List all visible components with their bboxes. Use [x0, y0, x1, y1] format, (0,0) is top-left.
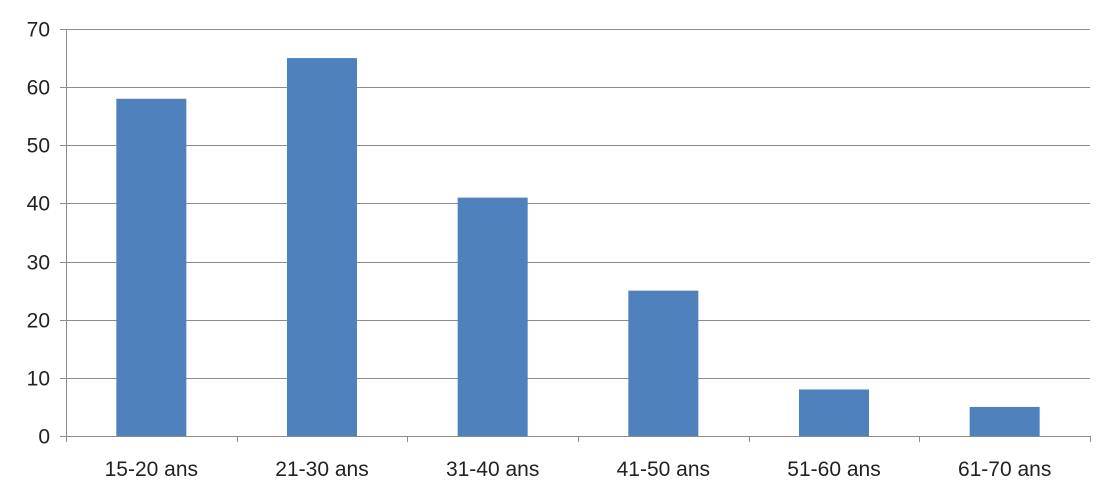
bar-6: [969, 406, 1040, 436]
y-tick-label: 70: [27, 19, 50, 42]
y-tick-label: 40: [27, 193, 50, 216]
bar-5: [799, 389, 869, 436]
bar-1: [116, 98, 187, 437]
y-tick-label: 10: [27, 368, 50, 391]
bars: [116, 58, 1040, 437]
y-tick-label: 20: [27, 310, 50, 333]
x-tick-label: 41-50 ans: [617, 458, 710, 481]
axes: [60, 29, 1091, 442]
y-tick-label: 50: [27, 135, 50, 158]
x-tick-label: 15-20 ans: [105, 458, 198, 481]
bar-3: [457, 197, 528, 436]
x-tick-label: 61-70 ans: [958, 458, 1051, 481]
y-tick-label: 0: [38, 426, 50, 449]
gridlines: [66, 29, 1090, 379]
y-tick-label: 30: [27, 252, 50, 275]
y-tick-labels: 0 10 20 30 40 50 60 70: [27, 19, 50, 449]
x-tick-label: 31-40 ans: [446, 458, 539, 481]
x-tick-label: 51-60 ans: [787, 458, 880, 481]
x-tick-label: 21-30 ans: [275, 458, 368, 481]
x-tick-labels: 15-20 ans 21-30 ans 31-40 ans 41-50 ans 51-6…: [105, 458, 1052, 481]
bar-2: [287, 58, 357, 436]
y-tick-label: 60: [27, 77, 50, 100]
bar-4: [628, 290, 699, 436]
